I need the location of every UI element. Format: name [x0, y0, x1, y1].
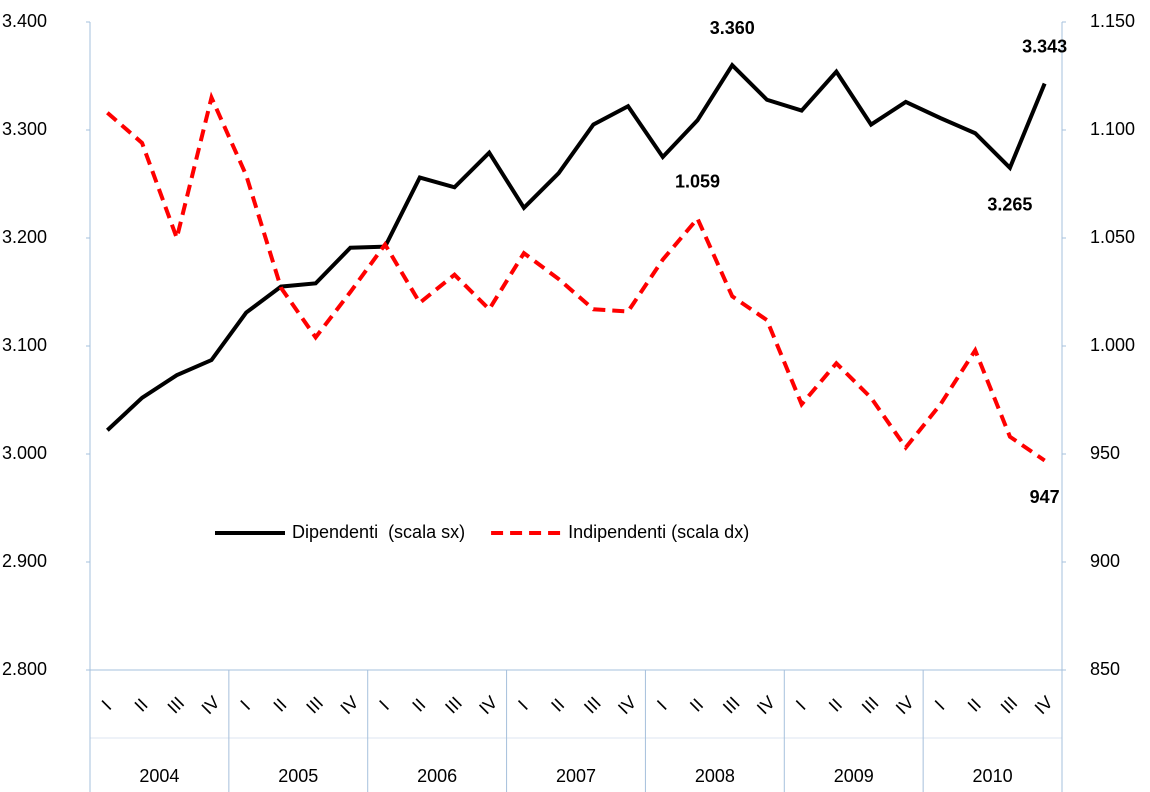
x-tick-label: III	[580, 693, 605, 718]
x-tick-label: I	[236, 696, 254, 714]
year-label: 2008	[695, 766, 735, 786]
y2-tick-label: 850	[1090, 659, 1120, 679]
x-tick-label: II	[686, 695, 707, 716]
x-tick-label: I	[375, 696, 393, 714]
y2-tick-label: 950	[1090, 443, 1120, 463]
y2-tick-label: 1.150	[1090, 11, 1135, 31]
series-line	[105, 62, 1047, 432]
y2-tick-label: 900	[1090, 551, 1120, 571]
x-tick-label: IV	[198, 692, 224, 718]
x-tick-label: II	[964, 695, 985, 716]
year-label: 2005	[278, 766, 318, 786]
y-tick-label: 2.900	[2, 551, 47, 571]
x-tick-label: III	[997, 693, 1022, 718]
x-tick-label: II	[547, 695, 568, 716]
data-label: 947	[1030, 487, 1060, 507]
data-label: 3.265	[987, 195, 1032, 215]
y2-tick-label: 1.050	[1090, 227, 1135, 247]
x-tick-label: I	[792, 696, 810, 714]
y-tick-label: 3.400	[2, 11, 47, 31]
y-tick-label: 2.800	[2, 659, 47, 679]
legend-label: Dipendenti (scala sx)	[292, 522, 465, 542]
x-tick-label: I	[653, 696, 671, 714]
x-tick-label: III	[441, 693, 466, 718]
y-tick-label: 3.300	[2, 119, 47, 139]
x-tick-label: III	[858, 693, 883, 718]
year-label: 2006	[417, 766, 457, 786]
data-label: 1.059	[675, 171, 720, 191]
x-tick-label: II	[269, 695, 290, 716]
year-label: 2009	[834, 766, 874, 786]
x-tick-label: IV	[1031, 692, 1057, 718]
year-label: 2010	[973, 766, 1013, 786]
x-tick-label: II	[131, 695, 152, 716]
x-tick-label: I	[98, 696, 116, 714]
x-tick-label: III	[302, 693, 327, 718]
x-tick-label: II	[825, 695, 846, 716]
x-tick-label: III	[164, 693, 189, 718]
x-tick-label: IV	[336, 692, 362, 718]
x-tick-label: III	[719, 693, 744, 718]
x-tick-label: IV	[614, 692, 640, 718]
x-tick-label: II	[408, 695, 429, 716]
year-label: 2007	[556, 766, 596, 786]
y-tick-label: 3.100	[2, 335, 47, 355]
y-tick-label: 3.000	[2, 443, 47, 463]
x-tick-label: IV	[892, 692, 918, 718]
legend-label: Indipendenti (scala dx)	[568, 522, 749, 542]
x-tick-label: IV	[475, 692, 501, 718]
year-label: 2004	[139, 766, 179, 786]
y2-tick-label: 1.100	[1090, 119, 1135, 139]
x-tick-label: I	[514, 696, 532, 714]
data-label: 3.343	[1022, 36, 1067, 56]
data-label: 3.360	[710, 18, 755, 38]
y-tick-label: 3.200	[2, 227, 47, 247]
series-line	[106, 91, 1046, 463]
y2-tick-label: 1.000	[1090, 335, 1135, 355]
x-tick-label: IV	[753, 692, 779, 718]
x-tick-label: I	[931, 696, 949, 714]
